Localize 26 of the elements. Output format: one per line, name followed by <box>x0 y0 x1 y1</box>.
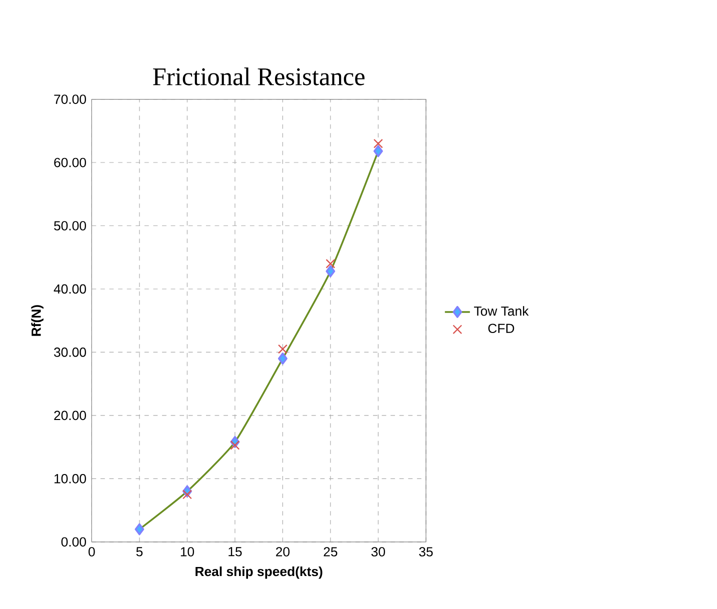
point <box>326 259 336 269</box>
x-tick-label: 10 <box>180 547 194 557</box>
y-tick-label: 0.00 <box>61 537 86 547</box>
point <box>278 344 288 354</box>
y-tick-label: 20.00 <box>54 410 86 420</box>
y-tick-label: 70.00 <box>54 94 86 104</box>
point <box>182 490 192 500</box>
y-tick-label: 60.00 <box>54 158 86 168</box>
x-tick-label: 15 <box>228 547 242 556</box>
x-tick-label: 25 <box>324 547 338 557</box>
legend-label: CFD <box>488 324 514 334</box>
y-axis-title: Rf(N) <box>31 305 44 336</box>
chart-title: Frictional Resistance <box>153 68 365 86</box>
point <box>373 139 383 148</box>
y-tick-label: 30.00 <box>54 348 86 358</box>
x-axis-title: Real ship speed(kts) <box>196 566 322 579</box>
x-tick-label: 30 <box>371 547 386 557</box>
legend-label: Tow Tank <box>474 306 529 316</box>
x-tick-label: 5 <box>136 547 143 556</box>
x-tick-label: 0 <box>88 547 95 557</box>
x-tick-label: 20 <box>276 547 290 557</box>
x-tick-label: 35 <box>419 547 433 557</box>
y-tick-label: 10.00 <box>54 474 86 484</box>
y-tick-label: 40.00 <box>54 284 86 294</box>
y-tick-label: 50.00 <box>54 221 86 231</box>
point <box>230 440 240 450</box>
